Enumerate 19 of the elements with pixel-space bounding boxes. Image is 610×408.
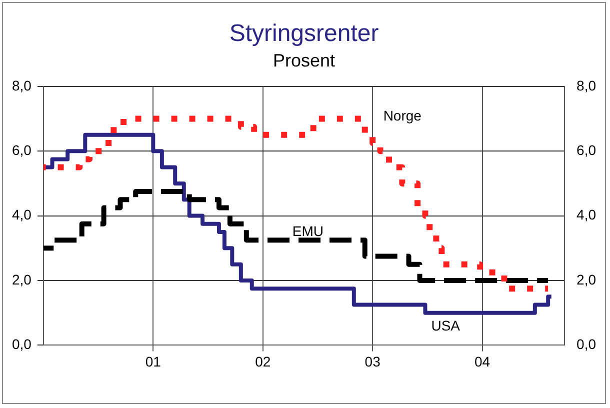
x-tick-label: 03 [364,353,381,370]
y-tick-label: 0,0 [12,336,32,352]
y-tick-label: 8,0 [12,77,32,94]
y-tick-label: 2,0 [12,271,32,288]
y-tick-label: 4,0 [12,206,32,223]
y-tick-label: 6,0 [12,142,32,158]
series-label: EMU [292,222,324,239]
y2-tick-label: 6,0 [576,142,596,158]
chart-title: Styringsrenter [229,20,379,48]
y2-tick-label: 8,0 [576,77,596,94]
y2-tick-label: 2,0 [576,271,596,288]
series-label: Norge [383,108,422,124]
y2-tick-label: 4,0 [576,206,596,223]
series-label: USA [431,318,461,334]
x-tick-label: 04 [474,353,490,370]
chart-subtitle: Prosent [272,50,336,71]
y2-tick-label: 0,0 [576,336,596,352]
x-tick-label: 02 [255,353,271,370]
x-tick-label: 01 [145,353,162,370]
